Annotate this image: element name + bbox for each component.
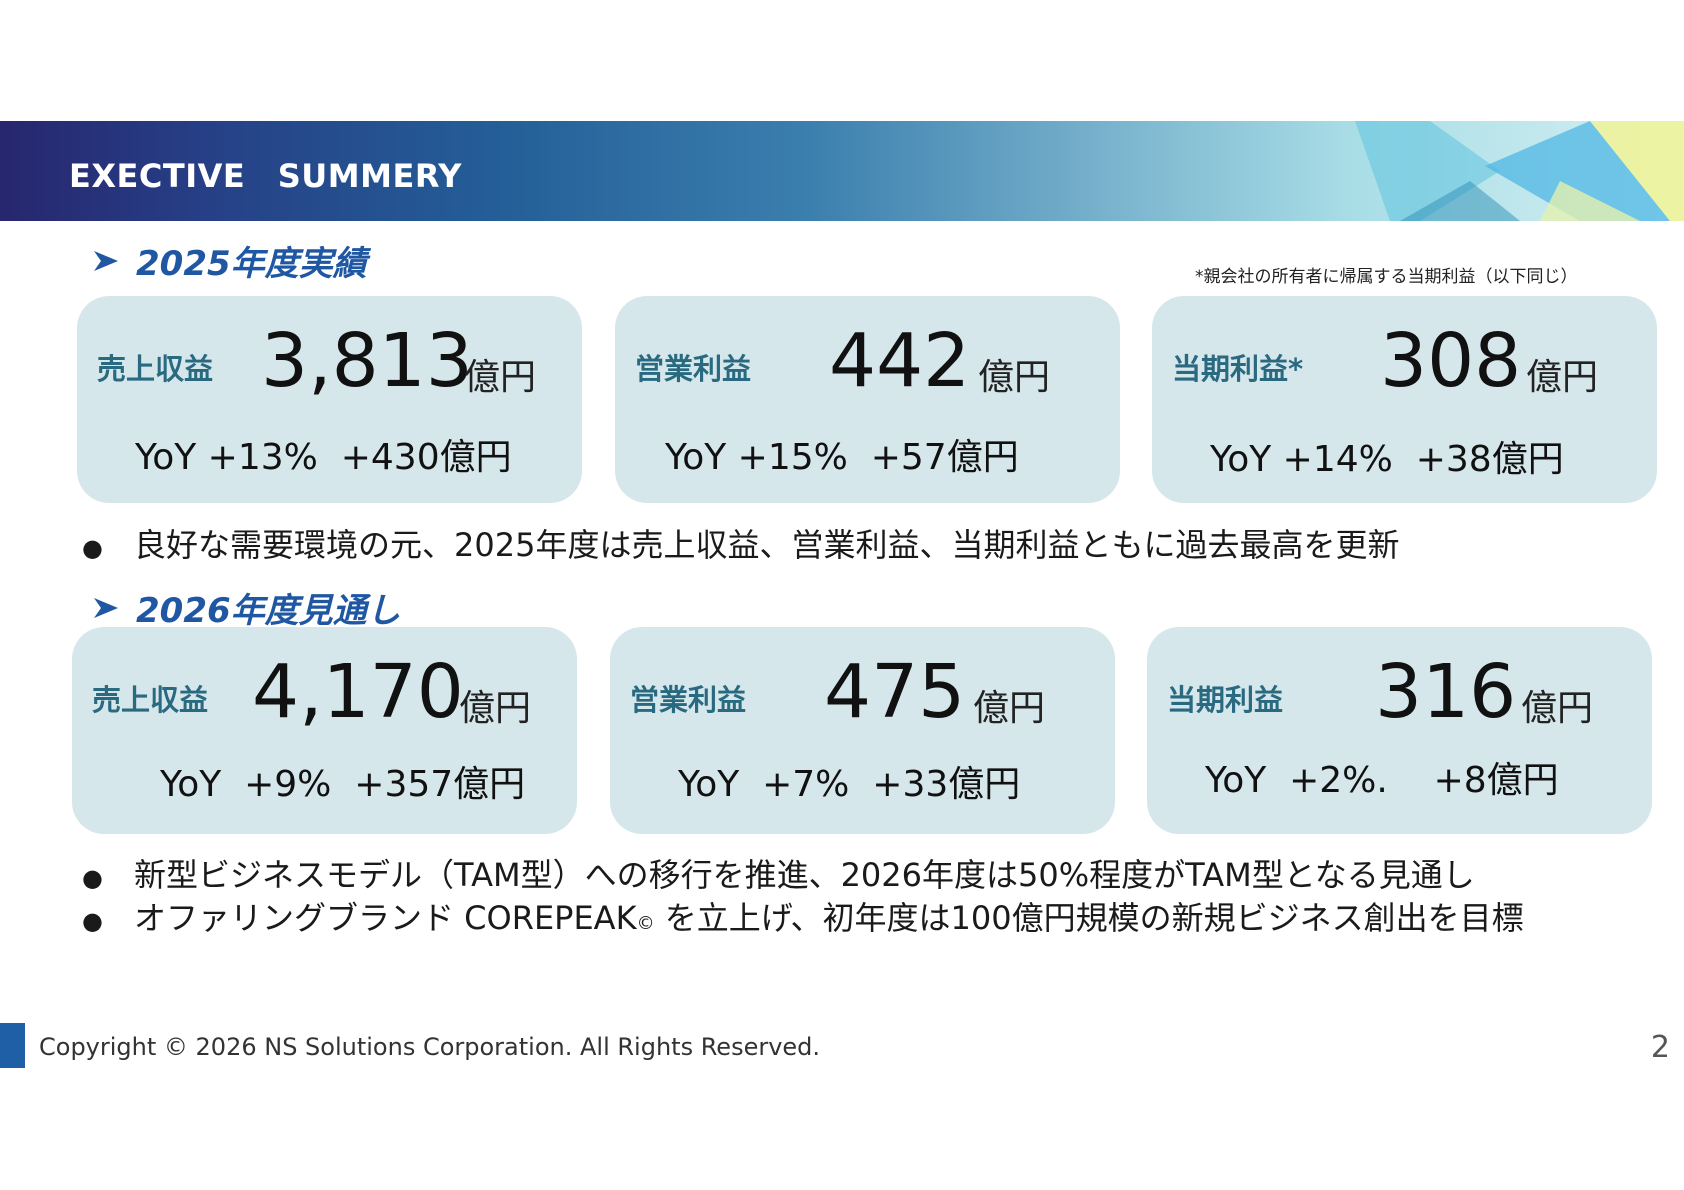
bullet-text: 新型ビジネスモデル（TAM型）への移行を推進、2026年度は50%程度がTAM型… — [134, 856, 1475, 894]
card-unit: 億円 — [1526, 357, 1599, 398]
card-value: 316 — [1375, 649, 1517, 735]
card-yoy: YoY +2%. +8億円 — [1205, 760, 1559, 801]
bullet-dot: ● — [82, 907, 103, 935]
bullet-dot: ● — [82, 534, 103, 562]
card-label: 当期利益* — [1172, 352, 1304, 386]
card-yoy: YoY +9% +357億円 — [160, 764, 526, 805]
card-unit: 億円 — [978, 357, 1051, 398]
card-value: 475 — [824, 649, 966, 735]
card-unit: 億円 — [459, 688, 532, 729]
card-yoy: YoY +13% +430億円 — [135, 437, 512, 478]
card-yoy: YoY +14% +38億円 — [1210, 439, 1564, 480]
card-net-profit-2025: 当期利益* 308 億円 YoY +14% +38億円 — [1152, 296, 1657, 503]
card-value: 4,170 — [252, 649, 464, 735]
card-revenue-2025: 売上収益 3,813 億円 YoY +13% +430億円 — [77, 296, 582, 503]
bullet-text-before: オファリングブランド COREPEAK — [134, 899, 637, 937]
bullet-2025: ● 良好な需要環境の元、2025年度は売上収益、営業利益、当期利益ともに過去最高… — [82, 520, 1399, 566]
arrow-bullet-icon — [94, 597, 118, 618]
arrow-bullet-icon — [94, 250, 118, 271]
section-title-2026: 2026年度見通し — [136, 591, 401, 631]
card-value: 3,813 — [261, 318, 473, 404]
card-label: 営業利益 — [635, 352, 752, 386]
card-revenue-2026: 売上収益 4,170 億円 YoY +9% +357億円 — [72, 627, 577, 834]
bullet-2026-corepeak: ● オファリングブランド COREPEAK © を立上げ、初年度は100億円規模の… — [82, 893, 1524, 939]
card-unit: 億円 — [973, 688, 1046, 729]
card-yoy: YoY +7% +33億円 — [678, 764, 1021, 805]
card-label: 営業利益 — [630, 683, 747, 717]
footer-accent-bar — [0, 1023, 25, 1068]
card-label: 売上収益 — [97, 352, 214, 386]
section-heading-2025: 2025年度実績 — [92, 236, 367, 285]
page-number: 2 — [1650, 1030, 1670, 1065]
card-label: 当期利益 — [1167, 683, 1284, 717]
bullet-text-after: を立上げ、初年度は100億円規模の新規ビジネス創出を目標 — [654, 899, 1524, 937]
card-operating-profit-2025: 営業利益 442 億円 YoY +15% +57億円 — [615, 296, 1120, 503]
bullet-dot: ● — [82, 864, 103, 892]
card-yoy: YoY +15% +57億円 — [665, 437, 1019, 478]
page-title: EXECTIVE SUMMERY — [69, 157, 462, 195]
section-title-2025: 2025年度実績 — [136, 244, 367, 284]
card-net-profit-2026: 当期利益 316 億円 YoY +2%. +8億円 — [1147, 627, 1652, 834]
copyright-mark: © — [636, 913, 655, 934]
card-operating-profit-2026: 営業利益 475 億円 YoY +7% +33億円 — [610, 627, 1115, 834]
card-value: 308 — [1380, 318, 1522, 404]
card-value: 442 — [829, 318, 971, 404]
footnote-profit: *親会社の所有者に帰属する当期利益（以下同じ） — [1195, 267, 1578, 287]
bullet-2026-tam: ● 新型ビジネスモデル（TAM型）への移行を推進、2026年度は50%程度がTA… — [82, 850, 1475, 896]
card-unit: 億円 — [464, 357, 537, 398]
card-unit: 億円 — [1521, 688, 1594, 729]
banner-decoration-graphic — [1355, 121, 1684, 221]
header-banner: EXECTIVE SUMMERY — [0, 121, 1684, 221]
bullet-text: 良好な需要環境の元、2025年度は売上収益、営業利益、当期利益ともに過去最高を更… — [134, 526, 1400, 564]
copyright-text: Copyright © 2026 NS Solutions Corporatio… — [39, 1033, 821, 1061]
section-heading-2026: 2026年度見通し — [92, 583, 401, 632]
card-label: 売上収益 — [92, 683, 209, 717]
